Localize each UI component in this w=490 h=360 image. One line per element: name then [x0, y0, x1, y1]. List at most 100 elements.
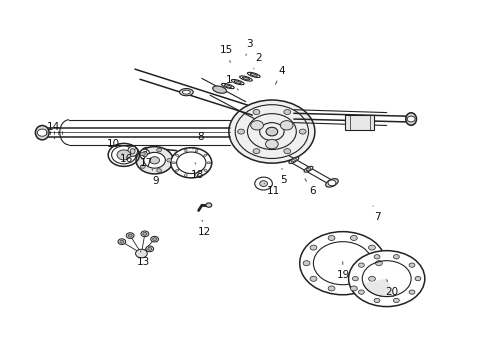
Wedge shape [363, 279, 395, 297]
Circle shape [37, 129, 47, 136]
Circle shape [150, 157, 159, 164]
Ellipse shape [289, 157, 299, 163]
Circle shape [409, 290, 415, 294]
Circle shape [299, 129, 306, 134]
Circle shape [128, 234, 132, 237]
Ellipse shape [185, 174, 187, 176]
Text: 9: 9 [152, 169, 159, 186]
Circle shape [374, 255, 380, 259]
Circle shape [393, 298, 399, 303]
Circle shape [359, 290, 365, 294]
Ellipse shape [35, 126, 49, 140]
Text: 1: 1 [226, 75, 238, 90]
Circle shape [126, 233, 134, 238]
Ellipse shape [234, 81, 241, 84]
Ellipse shape [128, 146, 138, 156]
Circle shape [328, 180, 336, 186]
Circle shape [253, 149, 260, 154]
Circle shape [352, 276, 358, 281]
Ellipse shape [304, 166, 313, 172]
Text: 15: 15 [220, 45, 233, 62]
Circle shape [350, 235, 357, 240]
Text: 16: 16 [120, 148, 137, 164]
Circle shape [118, 239, 126, 244]
Circle shape [409, 263, 415, 267]
Ellipse shape [182, 90, 190, 94]
Circle shape [112, 146, 136, 164]
Ellipse shape [406, 113, 416, 125]
Ellipse shape [140, 149, 150, 159]
Ellipse shape [247, 72, 260, 77]
Circle shape [238, 129, 245, 134]
Circle shape [310, 276, 317, 281]
Circle shape [157, 148, 162, 152]
Text: 13: 13 [137, 251, 150, 267]
Circle shape [328, 235, 335, 240]
Ellipse shape [240, 76, 252, 81]
Circle shape [350, 286, 357, 291]
Circle shape [171, 148, 212, 178]
Circle shape [167, 158, 172, 162]
Circle shape [328, 286, 335, 291]
Text: 2: 2 [254, 53, 262, 69]
Ellipse shape [179, 89, 193, 96]
Ellipse shape [196, 174, 198, 176]
Circle shape [359, 263, 365, 267]
Circle shape [266, 139, 278, 149]
Ellipse shape [172, 162, 175, 164]
Circle shape [229, 100, 315, 163]
Circle shape [255, 177, 272, 190]
Ellipse shape [204, 169, 207, 171]
Text: 6: 6 [305, 179, 316, 197]
Circle shape [368, 276, 375, 281]
Circle shape [300, 231, 386, 295]
Ellipse shape [204, 154, 207, 156]
Text: 5: 5 [280, 168, 287, 185]
Circle shape [136, 147, 173, 174]
Text: 12: 12 [198, 220, 212, 237]
Ellipse shape [250, 73, 257, 76]
Ellipse shape [175, 154, 179, 156]
Text: 14: 14 [47, 122, 60, 139]
Ellipse shape [143, 152, 147, 157]
Circle shape [141, 231, 149, 237]
Circle shape [251, 121, 264, 130]
Text: 19: 19 [337, 262, 350, 280]
Ellipse shape [185, 149, 187, 152]
Ellipse shape [231, 80, 244, 85]
Circle shape [153, 238, 157, 240]
Bar [345, 116, 374, 130]
Circle shape [157, 169, 162, 172]
Text: 18: 18 [191, 163, 204, 180]
Circle shape [393, 255, 399, 259]
Text: 11: 11 [265, 184, 280, 197]
Circle shape [260, 181, 268, 186]
Ellipse shape [326, 179, 338, 187]
Circle shape [280, 121, 293, 130]
Circle shape [284, 149, 291, 154]
Ellipse shape [213, 86, 226, 93]
Circle shape [143, 232, 147, 235]
Circle shape [140, 165, 145, 168]
Ellipse shape [243, 77, 249, 80]
Ellipse shape [306, 168, 311, 171]
Circle shape [206, 203, 212, 207]
Text: 20: 20 [385, 280, 398, 297]
Circle shape [117, 150, 131, 160]
Text: 7: 7 [373, 206, 380, 221]
Circle shape [375, 261, 382, 266]
Circle shape [144, 152, 165, 168]
Circle shape [146, 246, 154, 252]
Ellipse shape [130, 149, 135, 154]
Ellipse shape [207, 162, 211, 164]
Ellipse shape [175, 169, 179, 171]
Ellipse shape [221, 84, 234, 89]
Circle shape [136, 249, 147, 258]
Circle shape [148, 247, 152, 250]
Circle shape [284, 109, 291, 114]
Ellipse shape [291, 158, 296, 162]
Circle shape [120, 240, 124, 243]
Text: 4: 4 [275, 66, 285, 84]
Circle shape [415, 276, 421, 281]
Circle shape [266, 127, 278, 136]
